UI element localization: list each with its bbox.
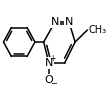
Text: −: −: [50, 79, 57, 89]
Text: O: O: [45, 75, 53, 85]
Text: N: N: [51, 17, 59, 27]
Text: N: N: [45, 58, 53, 68]
Text: +: +: [50, 54, 56, 63]
Text: CH₃: CH₃: [88, 25, 106, 35]
Text: N: N: [65, 17, 73, 27]
